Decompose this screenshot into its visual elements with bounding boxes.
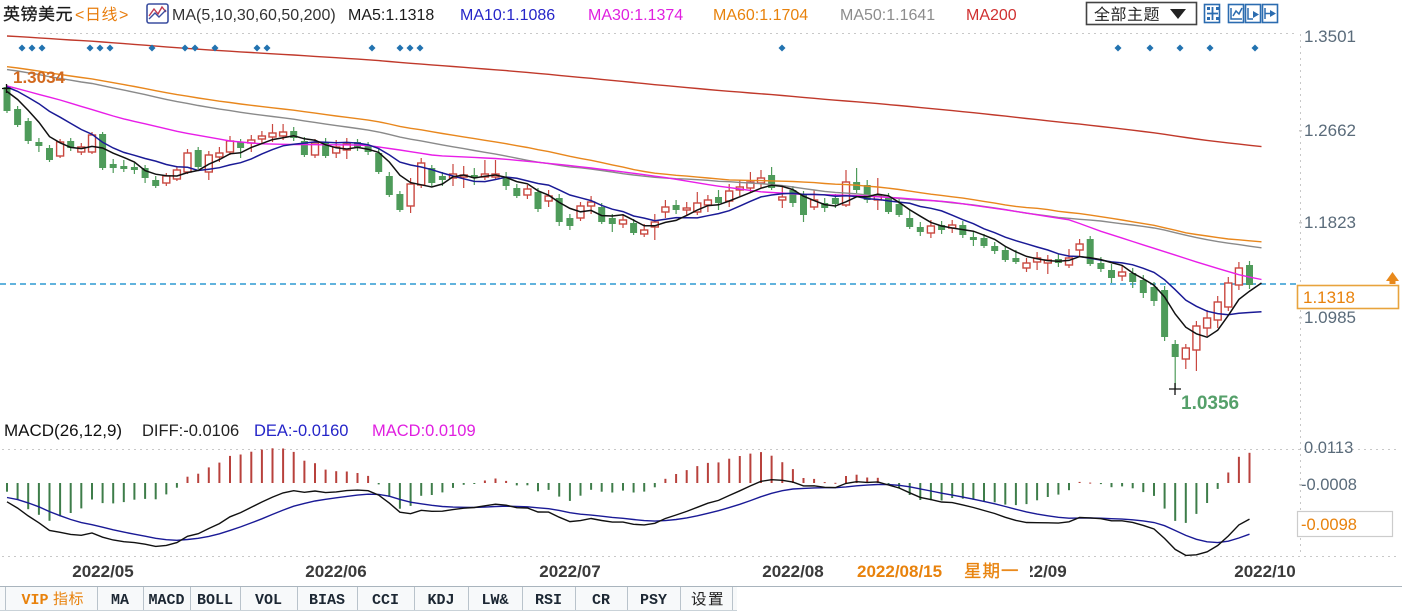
svg-text:KDJ: KDJ — [427, 592, 454, 609]
svg-text:LW&: LW& — [481, 592, 508, 609]
svg-text:<: < — [75, 7, 84, 24]
svg-text:2022/08: 2022/08 — [762, 562, 823, 581]
svg-text:1.0985: 1.0985 — [1304, 308, 1356, 327]
svg-text:1.2662: 1.2662 — [1304, 121, 1356, 140]
svg-text:-0.0008: -0.0008 — [1301, 476, 1357, 494]
svg-text:1.1823: 1.1823 — [1304, 213, 1356, 232]
svg-text:>: > — [119, 7, 128, 24]
svg-text:PSY: PSY — [640, 592, 667, 609]
svg-text:BIAS: BIAS — [309, 592, 345, 609]
svg-text:CR: CR — [592, 592, 610, 609]
svg-text:MA: MA — [111, 592, 129, 609]
svg-text:VIP: VIP — [21, 592, 48, 609]
svg-text:RSI: RSI — [535, 592, 562, 609]
svg-text:CCI: CCI — [372, 592, 399, 609]
svg-text:-0.0098: -0.0098 — [1301, 516, 1357, 534]
svg-text:MA10:1.1086: MA10:1.1086 — [460, 7, 555, 24]
svg-text:MA30:1.1374: MA30:1.1374 — [588, 7, 683, 24]
svg-text:0.0113: 0.0113 — [1304, 439, 1353, 457]
svg-text:MACD(26,12,9): MACD(26,12,9) — [4, 421, 122, 440]
svg-text:1.0356: 1.0356 — [1181, 393, 1239, 414]
svg-text:DEA:-0.0160: DEA:-0.0160 — [254, 422, 348, 440]
svg-text:2022/10: 2022/10 — [1234, 562, 1295, 581]
svg-text:MA200: MA200 — [966, 7, 1017, 24]
svg-text:MACD:0.0109: MACD:0.0109 — [372, 422, 476, 440]
svg-text:MACD: MACD — [148, 592, 184, 609]
svg-text:BOLL: BOLL — [197, 592, 233, 609]
svg-text:1.3501: 1.3501 — [1304, 27, 1356, 46]
svg-text:MA5:1.1318: MA5:1.1318 — [348, 7, 434, 24]
svg-text:MA(5,10,30,60,50,200): MA(5,10,30,60,50,200) — [172, 7, 336, 24]
svg-text:1.1318: 1.1318 — [1303, 288, 1355, 307]
svg-text:2022/05: 2022/05 — [72, 562, 133, 581]
svg-text:VOL: VOL — [255, 592, 282, 609]
svg-text:MA50:1.1641: MA50:1.1641 — [840, 7, 935, 24]
svg-text:2022/06: 2022/06 — [305, 562, 366, 581]
svg-text:DIFF:-0.0106: DIFF:-0.0106 — [142, 422, 239, 440]
svg-text:2022/08/15: 2022/08/15 — [857, 562, 942, 581]
svg-text:2022/07: 2022/07 — [539, 562, 600, 581]
svg-text:1.3034: 1.3034 — [13, 68, 66, 87]
svg-text:MA60:1.1704: MA60:1.1704 — [713, 7, 808, 24]
